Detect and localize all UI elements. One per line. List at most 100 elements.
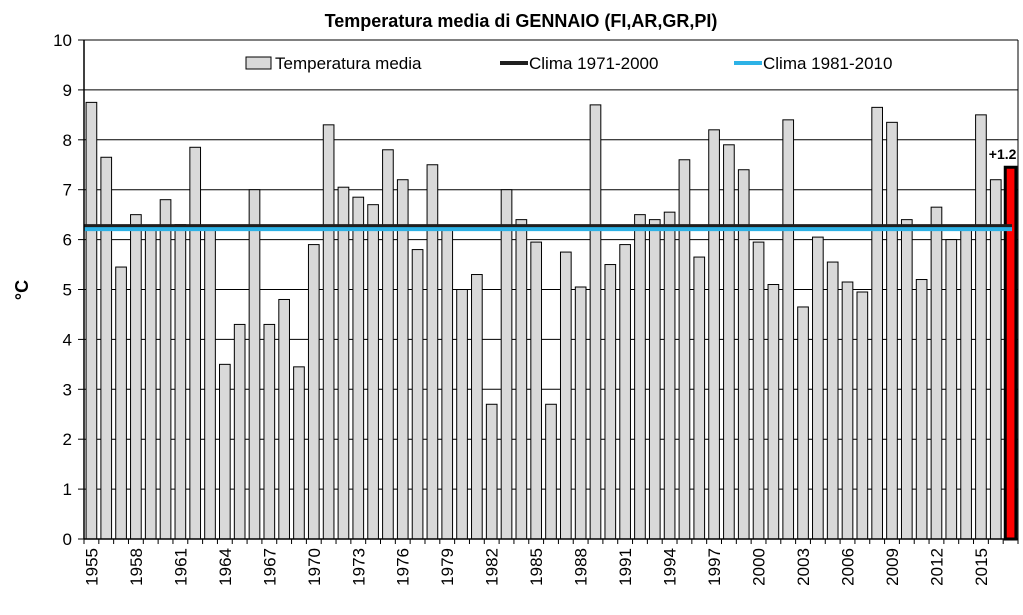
bar-1981 [471,274,483,540]
x-tick-label: 1991 [616,548,635,586]
bar-2005 [826,261,839,540]
x-tick-label: 1964 [216,548,235,586]
x-tick-label: 2006 [839,548,858,586]
y-tick-labels: 0 1 2 3 4 5 6 7 8 9 10 [53,31,72,549]
bar-1998 [723,144,735,540]
bar-1973 [352,196,365,540]
x-tick-label: 1961 [171,548,190,586]
bar-1963 [204,226,216,540]
y-tick-label: 0 [63,530,72,549]
bar-1958 [130,214,142,540]
bar-2003 [797,306,809,540]
bar-1956 [100,156,113,540]
x-tick-labels: 1955 1958 1961 1964 1967 1970 1973 1976 1979 1982… [82,548,991,586]
bar-2014 [960,226,972,540]
bar-1962 [189,146,202,540]
bar-1988 [574,286,587,540]
legend-label: Clima 1981-2010 [763,54,892,73]
bar-1957 [115,266,127,540]
bar-1996 [693,256,706,540]
bar-highlighted-2017 [1003,165,1018,541]
x-tick-label: 2000 [750,548,769,586]
bar-1975 [382,149,394,540]
x-tick-label: 2015 [972,548,991,586]
bar-2000 [752,241,765,540]
bar-2011 [915,279,928,540]
bar-2009 [886,121,898,540]
bar-2016 [989,179,1002,540]
bar-1987 [559,251,572,540]
x-tick-label: 1976 [394,548,413,586]
bar-2004 [812,236,824,540]
bar-1960 [159,199,172,540]
bar-1989 [589,104,602,540]
climate-lines [84,224,1012,232]
y-tick-label: 8 [63,131,72,150]
bar-1994 [663,211,676,540]
bar-2012 [930,206,943,540]
bar-1959 [144,226,157,540]
bar-1984 [515,219,528,540]
y-tick-label: 2 [63,430,72,449]
legend-label: Temperatura media [275,54,422,73]
y-tick-label: 3 [63,380,72,399]
legend-label: Clima 1971-2000 [529,54,658,73]
bar-1990 [604,264,617,540]
bar-1979 [441,229,454,540]
bar-1997 [708,129,720,540]
bar-1961 [174,224,187,540]
x-tick-label: 1970 [305,548,324,586]
bar-1965 [233,323,246,540]
bar-2008 [871,106,883,540]
x-tick-label: 1967 [260,548,279,586]
bar-1971 [322,124,335,540]
bar-1974 [367,204,379,540]
legend: Temperatura media Clima 1971-2000 Clima 19… [245,54,892,73]
x-tick-label: 2003 [794,548,813,586]
x-tick-label: 1979 [438,548,457,586]
x-tick-label: 2012 [927,548,946,586]
bar-1983 [500,189,513,540]
annotations: +1.2 [989,146,1017,162]
bar-1970 [307,244,320,540]
x-tick-label: 1985 [527,548,546,586]
x-tick-label: 1994 [661,548,680,586]
bar-1993 [648,219,661,540]
bar-1969 [293,366,305,540]
bar-1967 [263,323,276,540]
y-tick-label: 10 [53,31,72,50]
bar-1955 [85,101,98,540]
bar-1964 [219,363,231,540]
axes [78,39,1019,544]
bar-2015 [975,114,987,540]
bars [85,101,1018,541]
x-tick-label: 1997 [705,548,724,586]
bar-1972 [337,186,350,540]
bar-1968 [278,298,290,540]
y-tick-label: 9 [63,81,72,100]
legend-swatch-temperatura-media [245,56,272,70]
y-tick-label: 5 [63,281,72,300]
bar-2001 [767,284,780,540]
annotation-label: +1.2 [989,146,1017,162]
bar-1977 [411,249,424,540]
bar-2013 [945,239,958,540]
x-tick-label: 1973 [349,548,368,586]
y-tick-label: 1 [63,480,72,499]
x-tick-label: 1982 [483,548,502,586]
bar-2006 [841,281,854,540]
x-tick-label: 1958 [127,548,146,586]
bar-1991 [619,244,631,540]
bar-1982 [485,403,498,540]
x-tick-label: 1955 [82,548,101,586]
bar-1986 [545,403,557,540]
chart-title: Temperatura media di GENNAIO (FI,AR,GR,P… [325,11,718,31]
bar-1995 [678,159,691,540]
y-tick-label: 4 [63,330,72,349]
bar-1992 [634,214,646,540]
bar-1980 [456,289,468,540]
bar-1978 [426,164,439,540]
y-axis-label: °C [12,280,32,300]
y-tick-label: 6 [63,231,72,250]
